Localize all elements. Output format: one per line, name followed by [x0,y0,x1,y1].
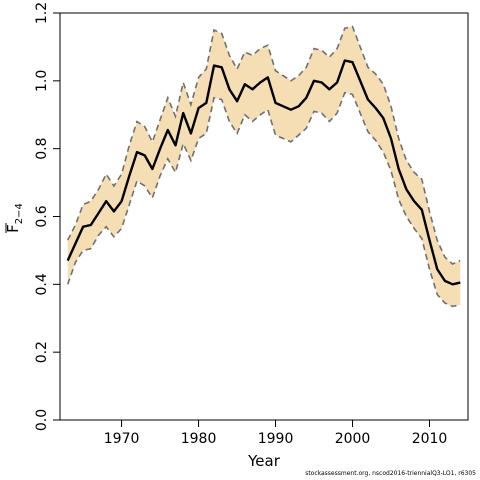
lower-bound-line [66,91,461,308]
y-tick-label: 1.0 [34,70,50,92]
y-tick-label: 1.2 [34,2,50,24]
y-axis: 0.0 0.2 0.4 0.6 0.8 1.0 1.2 [34,2,61,431]
y-tick-label: 0.2 [34,341,50,363]
estimate-line [66,59,461,286]
y-tick-label: 0.8 [34,138,50,160]
plot-area [66,25,461,308]
confidence-band [67,26,461,307]
y-axis-label-base: F [4,224,22,233]
svg-text:F2−4: F2−4 [4,203,25,233]
x-tick-label: 2010 [412,431,448,447]
x-tick-label: 1980 [181,431,217,447]
y-axis-label-subscript: 2−4 [14,203,25,224]
x-tick-label: 2000 [335,431,371,447]
y-tick-label: 0.6 [34,205,50,227]
x-tick-label: 1970 [104,431,140,447]
x-tick-label: 1990 [258,431,294,447]
x-axis-label: Year [247,452,281,470]
x-axis: 1970 1980 1990 2000 2010 [104,419,448,447]
y-tick-label: 0.4 [34,273,50,295]
footer-note: stockassessment.org, nscod2016-triennial… [305,470,476,477]
upper-bound-line [66,25,461,265]
y-axis-label: F2−4 [4,203,25,233]
y-tick-label: 0.0 [34,409,50,431]
